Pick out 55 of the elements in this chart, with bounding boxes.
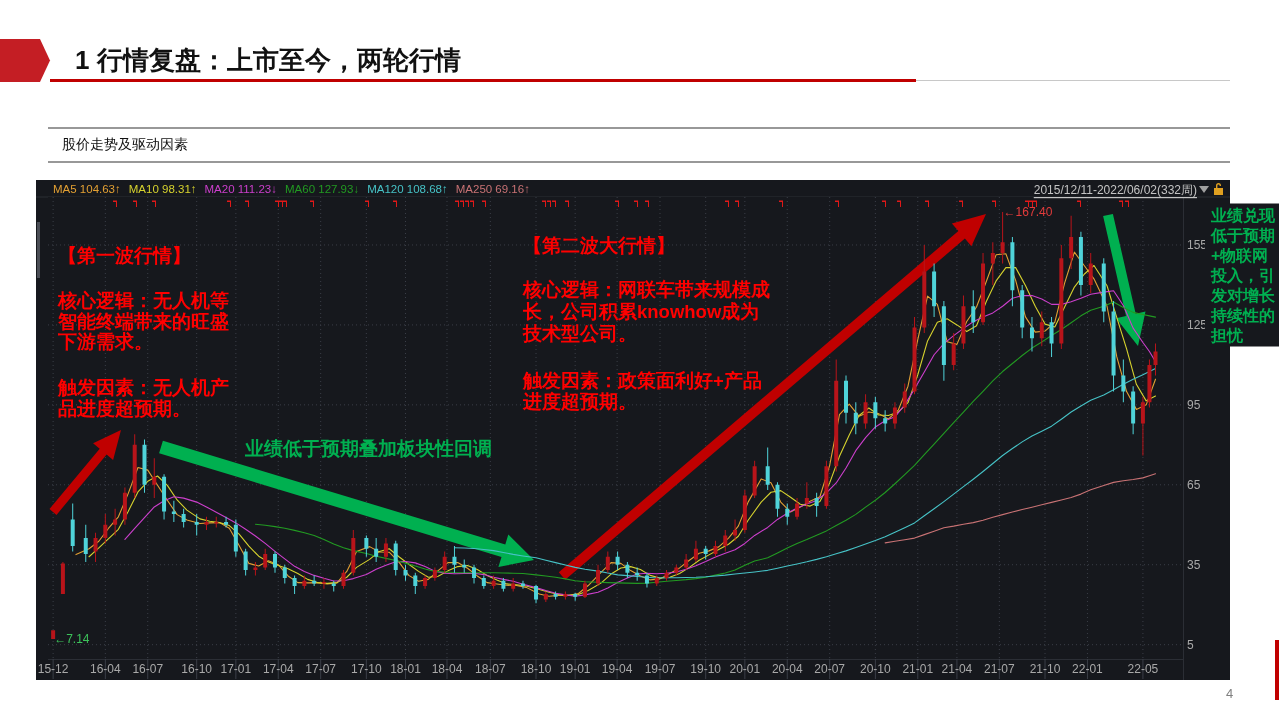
x-tick-label: 22-01 bbox=[1072, 662, 1104, 676]
x-tick-label: 18-10 bbox=[520, 662, 552, 676]
x-tick-label: 19-04 bbox=[601, 662, 633, 676]
x-tick-label: 19-01 bbox=[559, 662, 591, 676]
x-tick-label: 20-01 bbox=[729, 662, 761, 676]
y-tick-label: 35 bbox=[1187, 557, 1201, 572]
x-tick-label: 17-07 bbox=[305, 662, 337, 676]
candlestick bbox=[224, 516, 229, 528]
line-series bbox=[884, 473, 1157, 544]
chart-subtitle: 股价走势及驱动因素 bbox=[62, 136, 188, 152]
chart-title: 1 行情复盘：上市至今，两轮行情 bbox=[75, 45, 461, 75]
x-tick-label: 16-10 bbox=[181, 662, 213, 676]
annotation: 触发因素：政策面利好+产品进度超预期。 bbox=[522, 369, 762, 412]
text: 4 bbox=[1226, 685, 1234, 701]
x-tick-label: 17-10 bbox=[351, 662, 383, 676]
x-tick-label: 20-07 bbox=[814, 662, 846, 676]
legend: MA5 104.63↑ MA10 98.31↑ MA20 111.23↓ MA60 127.93↓ MA120 108.68↑ MA250 69.16↑ bbox=[53, 183, 530, 195]
annotation: ←167.40 bbox=[1003, 204, 1053, 219]
x-tick-label: 18-07 bbox=[475, 662, 507, 676]
x-tick-label: 18-04 bbox=[431, 662, 463, 676]
candlestick bbox=[1000, 211, 1005, 264]
x-tick-label: 21-07 bbox=[984, 662, 1016, 676]
annotation: 核心逻辑：网联车带来规模成长，公司积累knowhow成为技术型公司。 bbox=[522, 278, 770, 344]
x-tick-label: 16-07 bbox=[132, 662, 164, 676]
candlestick bbox=[253, 562, 258, 576]
x-tick-label: 17-01 bbox=[220, 662, 252, 676]
x-tick-label: 16-04 bbox=[89, 662, 121, 676]
line-series bbox=[453, 367, 1157, 579]
candlestick bbox=[171, 500, 176, 523]
y-tick-label: 5 bbox=[1187, 637, 1194, 652]
annotation: ←7.14 bbox=[54, 631, 90, 646]
candlestick bbox=[883, 410, 888, 432]
x-tick-label: 18-01 bbox=[390, 662, 422, 676]
x-tick-label: 21-10 bbox=[1029, 662, 1061, 676]
candlestick bbox=[204, 516, 209, 531]
annotation: 【第一波行情】 bbox=[58, 244, 191, 266]
x-tick-label: 20-04 bbox=[771, 662, 803, 676]
x-tick-label: 19-10 bbox=[690, 662, 722, 676]
annotation: 触发因素：无人机产品进度超预期。 bbox=[57, 376, 229, 418]
y-tick-label: 65 bbox=[1187, 477, 1201, 492]
text: 2015/12/11-2022/06/02(332周) bbox=[1033, 183, 1197, 197]
candlestick bbox=[194, 514, 199, 536]
x-tick-label: 19-07 bbox=[644, 662, 676, 676]
x-tick-label: 17-04 bbox=[262, 662, 294, 676]
annotation: 【第二波大行情】 bbox=[523, 234, 675, 256]
annotation: 核心逻辑：无人机等智能终端带来的旺盛下游需求。 bbox=[57, 289, 229, 352]
y-tick-label: 95 bbox=[1187, 397, 1201, 412]
candlestick bbox=[113, 508, 118, 536]
x-tick-label: 15-12 bbox=[37, 662, 69, 676]
x-tick-label: 20-10 bbox=[860, 662, 892, 676]
x-tick-label: 22-05 bbox=[1127, 662, 1159, 676]
x-tick-label: 21-01 bbox=[902, 662, 934, 676]
x-tick-label: 21-04 bbox=[941, 662, 973, 676]
annotation: 业绩低于预期叠加板块性回调 bbox=[244, 437, 492, 459]
candlestick bbox=[331, 580, 336, 592]
